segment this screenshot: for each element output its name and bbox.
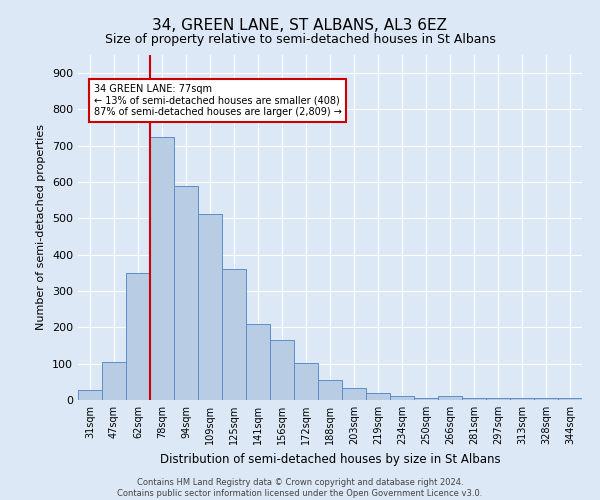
- Bar: [390, 396, 414, 400]
- Bar: [558, 398, 582, 400]
- Text: 34, GREEN LANE, ST ALBANS, AL3 6EZ: 34, GREEN LANE, ST ALBANS, AL3 6EZ: [152, 18, 448, 32]
- Bar: [246, 324, 270, 400]
- Bar: [318, 380, 342, 400]
- Y-axis label: Number of semi-detached properties: Number of semi-detached properties: [37, 124, 46, 330]
- Bar: [150, 136, 174, 400]
- Bar: [438, 396, 462, 400]
- Bar: [414, 398, 438, 400]
- Bar: [78, 390, 102, 400]
- Bar: [126, 273, 150, 400]
- Bar: [102, 362, 126, 400]
- Bar: [270, 340, 294, 400]
- Text: Contains HM Land Registry data © Crown copyright and database right 2024.
Contai: Contains HM Land Registry data © Crown c…: [118, 478, 482, 498]
- Text: Size of property relative to semi-detached houses in St Albans: Size of property relative to semi-detach…: [104, 32, 496, 46]
- X-axis label: Distribution of semi-detached houses by size in St Albans: Distribution of semi-detached houses by …: [160, 452, 500, 466]
- Bar: [294, 362, 318, 400]
- Bar: [510, 398, 534, 400]
- Bar: [198, 214, 222, 400]
- Bar: [462, 398, 486, 400]
- Bar: [366, 394, 390, 400]
- Text: 34 GREEN LANE: 77sqm
← 13% of semi-detached houses are smaller (408)
87% of semi: 34 GREEN LANE: 77sqm ← 13% of semi-detac…: [94, 84, 341, 117]
- Bar: [174, 186, 198, 400]
- Bar: [222, 270, 246, 400]
- Bar: [486, 398, 510, 400]
- Bar: [342, 388, 366, 400]
- Bar: [534, 398, 558, 400]
